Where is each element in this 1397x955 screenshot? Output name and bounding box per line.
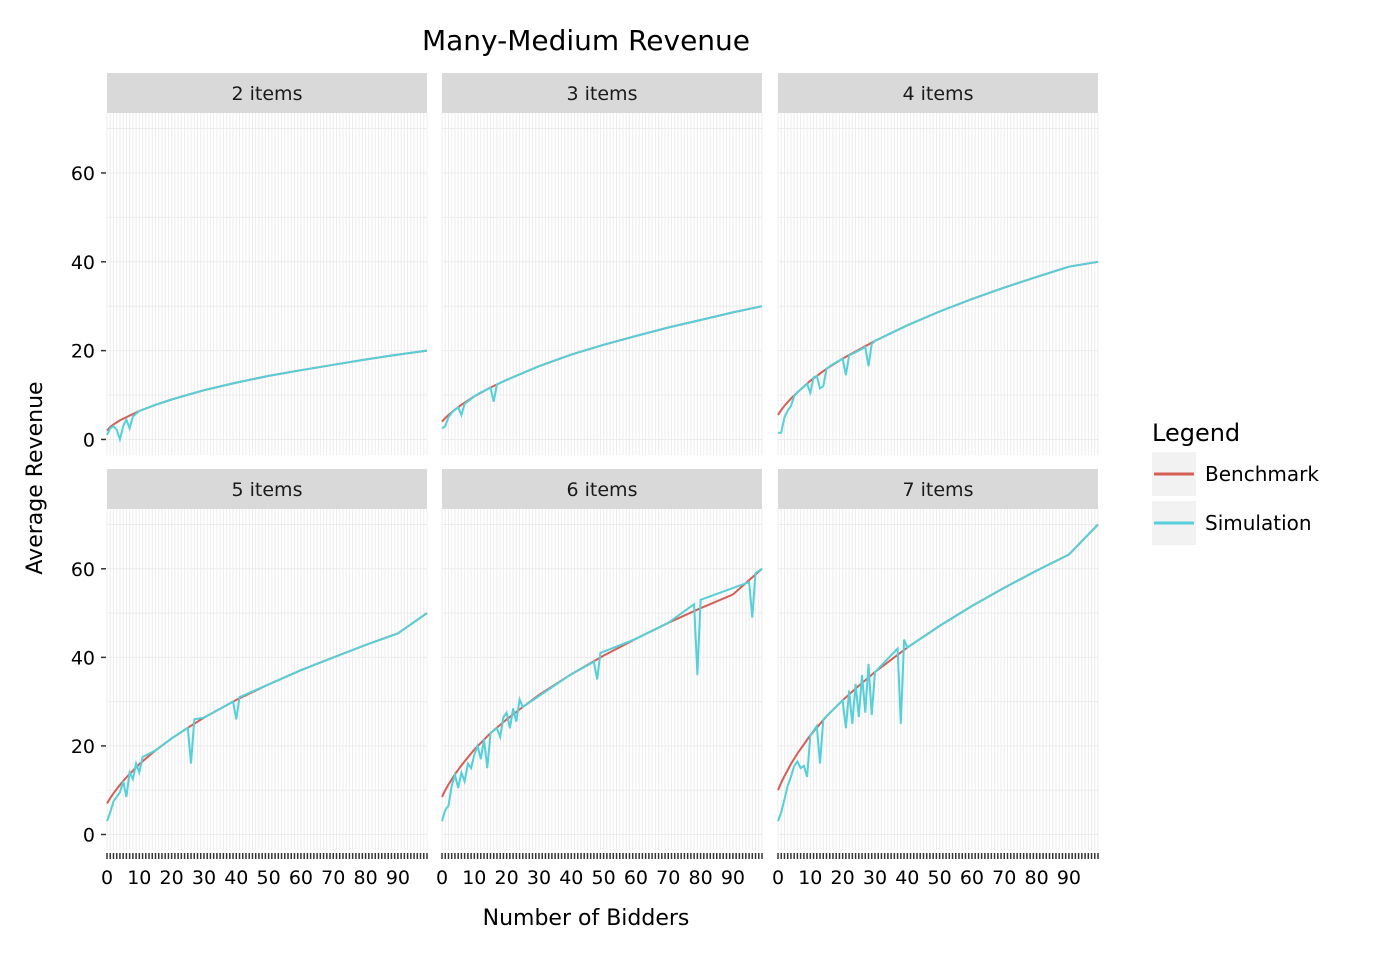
facets: 2 items 0 20 40 60 3 items 4 items 5 items 0 20 40… <box>71 73 1099 889</box>
facet-strip <box>778 73 1098 113</box>
series-line-simulation <box>441 567 763 822</box>
x-tick-label: 50 <box>257 867 281 889</box>
grid-lines <box>777 113 1099 455</box>
grid-lines <box>441 113 763 455</box>
x-tick-label: 30 <box>863 867 887 889</box>
legend-entry-label: Simulation <box>1205 511 1312 535</box>
x-tick-label: 20 <box>831 867 855 889</box>
facet-strip-label: 2 items <box>232 83 303 105</box>
x-tick-label: 0 <box>772 867 784 889</box>
x-tick-label: 10 <box>127 867 151 889</box>
series-line-simulation <box>106 349 428 444</box>
facet-panel: 6 items 0 10 20 30 40 50 60 70 80 90 <box>436 469 763 889</box>
legend-title: Legend <box>1152 419 1240 447</box>
facet-panel: 2 items 0 20 40 60 <box>71 73 428 455</box>
y-tick-label: 40 <box>71 647 95 669</box>
x-tick-label: 70 <box>321 867 345 889</box>
x-tick-label: 0 <box>436 867 448 889</box>
x-tick-label: 60 <box>960 867 984 889</box>
facet-panel: 7 items 0 10 20 30 40 50 60 70 80 90 <box>772 469 1099 889</box>
x-axis-label: Number of Bidders <box>483 906 690 931</box>
panel-background <box>107 509 427 850</box>
facet-strip-label: 6 items <box>567 479 638 501</box>
series-line-simulation <box>106 612 428 822</box>
facet-strip-label: 5 items <box>232 479 303 501</box>
x-tick-label: 40 <box>559 867 583 889</box>
x-tick-label: 10 <box>798 867 822 889</box>
y-tick-label: 20 <box>71 736 95 758</box>
x-tick-label: 40 <box>895 867 919 889</box>
panel-background <box>778 113 1098 455</box>
facet-strip-label: 4 items <box>903 83 974 105</box>
facet-strip-label: 7 items <box>903 479 974 501</box>
facet-strip <box>107 73 427 113</box>
chart-title: Many-Medium Revenue <box>422 24 750 57</box>
x-tick-label: 50 <box>928 867 952 889</box>
x-tick-label: 70 <box>992 867 1016 889</box>
x-tick-label: 80 <box>353 867 377 889</box>
legend-entry-label: Benchmark <box>1205 462 1319 486</box>
grid-lines <box>106 113 428 455</box>
y-axis-label: Average Revenue <box>23 381 48 574</box>
x-tick-label: 30 <box>192 867 216 889</box>
facet-strip <box>107 469 427 509</box>
y-tick-label: 60 <box>71 163 95 185</box>
x-tick-label: 80 <box>1024 867 1048 889</box>
facet-panel: 5 items 0 20 40 60 0 10 20 30 40 50 60 70 80 90 <box>71 469 428 889</box>
facet-panel: 4 items <box>777 73 1099 455</box>
y-tick-label: 60 <box>71 559 95 581</box>
facet-strip <box>778 469 1098 509</box>
series-line-simulation <box>441 305 763 430</box>
x-tick-label: 20 <box>495 867 519 889</box>
x-tick-label: 90 <box>721 867 745 889</box>
x-tick-label: 60 <box>624 867 648 889</box>
x-tick-label: 60 <box>289 867 313 889</box>
grid-lines <box>777 509 1099 850</box>
x-tick-label: 10 <box>462 867 486 889</box>
series-line-simulation <box>778 260 1099 434</box>
x-tick-label: 20 <box>160 867 184 889</box>
x-tick-label: 40 <box>224 867 248 889</box>
x-tick-label: 70 <box>656 867 680 889</box>
x-tick-label: 80 <box>688 867 712 889</box>
y-tick-label: 40 <box>71 252 95 274</box>
grid-lines <box>106 509 428 850</box>
x-tick-label: 0 <box>101 867 113 889</box>
panel-background <box>107 113 427 455</box>
x-tick-label: 90 <box>386 867 410 889</box>
y-tick-label: 0 <box>83 429 95 451</box>
x-tick-label: 50 <box>592 867 616 889</box>
facet-strip <box>442 469 762 509</box>
facet-strip-label: 3 items <box>567 83 638 105</box>
y-tick-label: 0 <box>83 825 95 847</box>
x-tick-label: 90 <box>1057 867 1081 889</box>
grid-lines <box>441 509 763 850</box>
series-line-simulation <box>777 523 1099 822</box>
x-tick-label: 30 <box>527 867 551 889</box>
panel-background <box>442 509 762 850</box>
y-tick-label: 20 <box>71 341 95 363</box>
legend: Legend Benchmark Simulation <box>1152 419 1319 545</box>
facet-strip <box>442 73 762 113</box>
facet-panel: 3 items <box>441 73 763 455</box>
